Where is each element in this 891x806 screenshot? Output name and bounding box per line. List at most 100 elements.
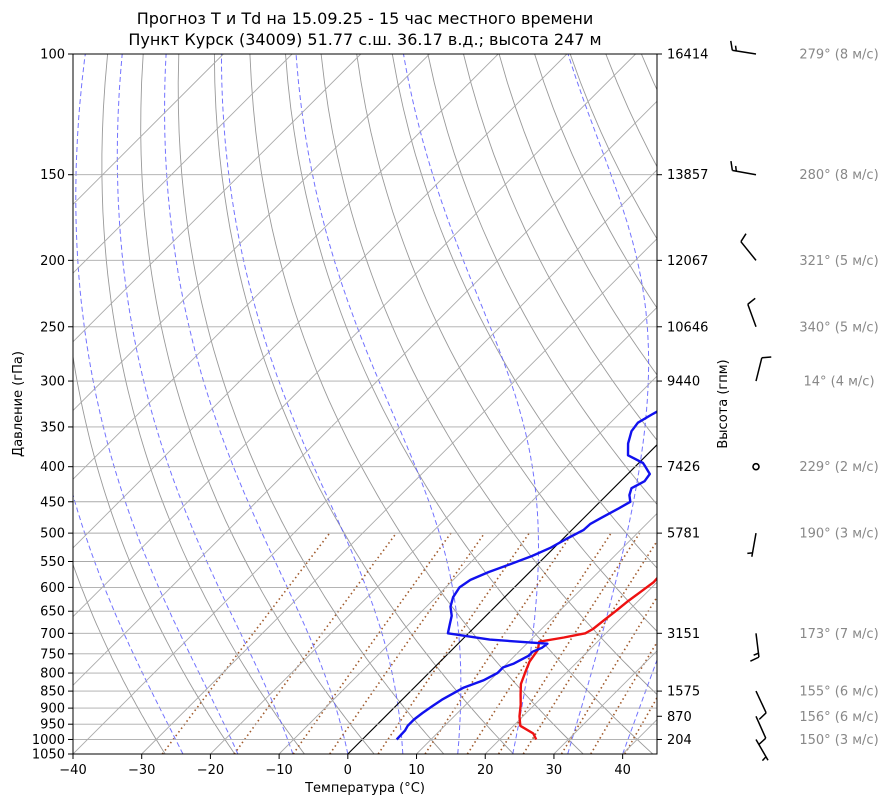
y-tick-label: 800 (40, 667, 65, 682)
wind-label: 173° (7 м/с) (799, 627, 878, 642)
height-tick-label: 1575 (667, 685, 700, 700)
dry-adiabats (73, 54, 891, 754)
mixing-ratio-line (161, 532, 331, 754)
height-tick-label: 870 (667, 710, 692, 725)
mixing-ratio-line (424, 532, 573, 754)
dry-adiabat (463, 54, 657, 441)
barb-flag (730, 161, 734, 171)
wind-label: 190° (3 м/с) (799, 527, 878, 542)
mixing-ratio-line (377, 532, 530, 754)
height-tick-label: 10646 (667, 320, 708, 335)
y-tick-label: 350 (40, 420, 65, 435)
height-tick-label: 204 (667, 733, 692, 748)
y-tick-label: 100 (40, 48, 65, 63)
height-tick-label: 16414 (667, 48, 708, 63)
wind-barb (730, 40, 757, 55)
dry-adiabat (391, 54, 657, 569)
wind-label: 150° (3 м/с) (799, 733, 878, 748)
y-axis-ticks: 100 150 200 250 300 350 400 450 500 550 600 650 700 7… (32, 48, 73, 763)
barb-flag (730, 40, 734, 51)
isotherm-line (484, 581, 657, 754)
height-tick-label: 12067 (667, 254, 708, 269)
mixing-ratio-line (466, 532, 612, 754)
y-tick-label: 250 (40, 320, 65, 335)
height-tick-label: 5781 (667, 527, 700, 542)
isotherm-line (141, 238, 657, 754)
moist-adiabats (73, 54, 657, 754)
mixing-ratio-line (522, 539, 657, 754)
mixing-ratio-lines (161, 532, 657, 754)
isotherm-line (73, 54, 224, 206)
x-tick-label: 10 (408, 763, 425, 778)
height-tick-label: 7426 (667, 460, 700, 475)
isotherm-line (278, 375, 657, 754)
height-axis-label: Высота (гпм) (716, 359, 731, 448)
y-tick-label: 850 (40, 685, 65, 700)
barb-staff (755, 690, 767, 714)
wind-barb (752, 462, 760, 471)
isotherm-line (73, 54, 362, 343)
dry-adiabat (819, 54, 891, 754)
barb-half-flag (761, 756, 767, 762)
wind-barb (755, 690, 767, 720)
barb-half-flag (747, 552, 753, 555)
isotherm-line (73, 54, 430, 412)
chart-title: Прогноз T и Td на 15.09.25 - 15 час мест… (137, 9, 593, 28)
barb-half-flag (753, 652, 759, 656)
y-tick-label: 950 (40, 718, 65, 733)
isobar-grid (73, 54, 657, 754)
temperature-line (518, 576, 657, 741)
barb-flag (758, 737, 767, 746)
moist-adiabat (75, 54, 239, 754)
wind-labels: 279° (8 м/с) 280° (8 м/с) 321° (5 м/с) 340°… (799, 48, 878, 748)
wind-label: 14° (4 м/с) (803, 375, 874, 390)
height-tick-label: 9440 (667, 375, 700, 390)
barb-flag (758, 712, 767, 720)
dry-adiabat (320, 54, 657, 696)
wind-barb (740, 233, 757, 261)
y-tick-label: 200 (40, 254, 65, 269)
moist-adiabat (295, 54, 462, 754)
isotherm-line (73, 169, 657, 754)
dry-adiabat (213, 54, 514, 754)
x-tick-label: 40 (614, 763, 631, 778)
dry-adiabat (498, 54, 657, 376)
wind-label: 321° (5 м/с) (799, 254, 878, 269)
isotherm-line (73, 100, 657, 686)
isotherms (73, 54, 657, 754)
barb-staff (747, 303, 757, 328)
barb-half-flag (734, 165, 738, 172)
wind-barb (755, 739, 769, 762)
x-tick-label: 20 (477, 763, 494, 778)
dry-adiabat (285, 54, 654, 754)
x-tick-label: 30 (546, 763, 563, 778)
y-tick-label: 550 (40, 555, 65, 570)
wind-label: 155° (6 м/с) (799, 685, 878, 700)
x-axis-ticks: −40 −30 −20 −10 0 10 20 30 40 (59, 754, 631, 778)
wind-barb (755, 715, 767, 746)
moist-adiabat (164, 54, 349, 754)
mixing-ratio-line (497, 532, 641, 754)
wind-label: 156° (6 м/с) (799, 710, 878, 725)
moist-adiabat (567, 54, 650, 754)
barb-flag (740, 233, 747, 243)
x-tick-label: 0 (344, 763, 352, 778)
wind-barb (755, 356, 772, 382)
barb-staff (740, 241, 757, 261)
y-tick-label: 400 (40, 460, 65, 475)
barb-flag (750, 656, 760, 662)
dry-adiabat (73, 353, 236, 754)
dry-adiabat (73, 563, 166, 754)
isotherm-line (622, 718, 657, 754)
dry-adiabat (177, 54, 445, 754)
isotherm-line (73, 54, 636, 618)
wind-label: 229° (2 м/с) (799, 460, 878, 475)
isotherm-line (73, 54, 568, 549)
mixing-ratio-line (292, 532, 452, 754)
barb-staff (732, 169, 757, 176)
barb-half-flag (734, 45, 737, 51)
dry-adiabat (534, 54, 657, 309)
x-tick-label: −40 (59, 763, 86, 778)
wind-barb (730, 161, 757, 176)
